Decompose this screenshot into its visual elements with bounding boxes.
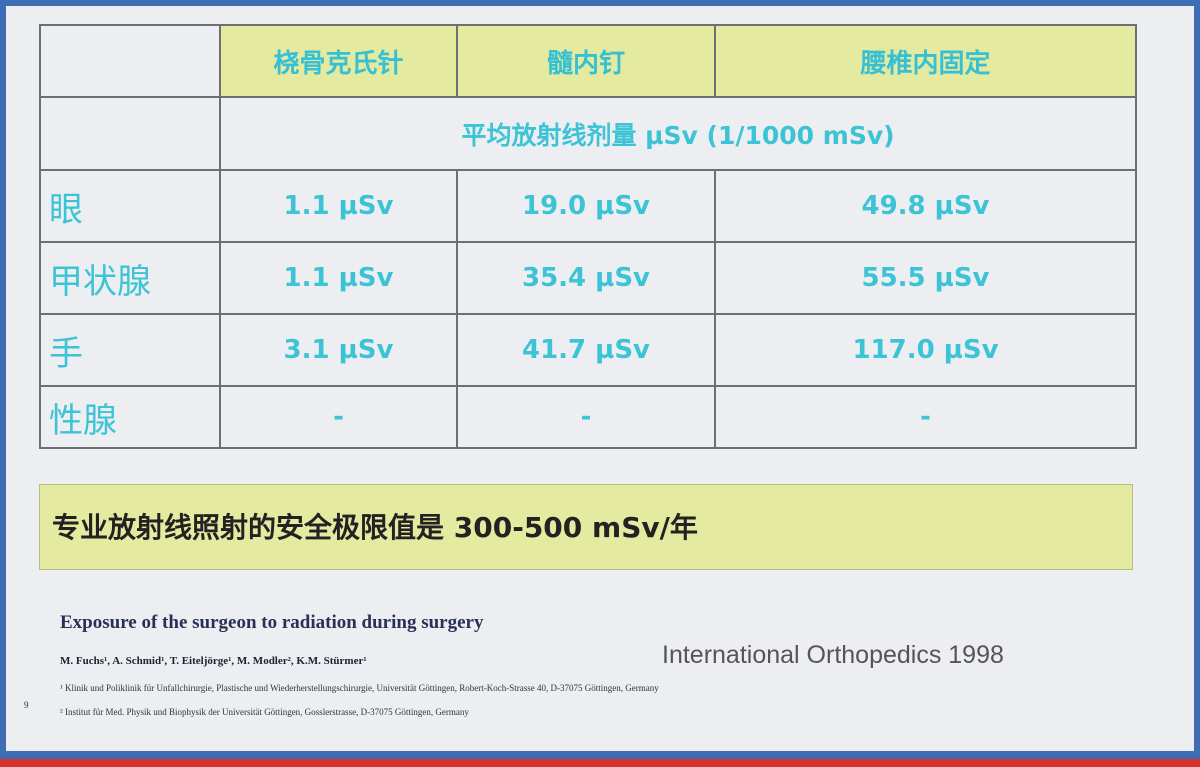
row-label: 性腺 [39, 385, 221, 449]
row-label: 手 [39, 313, 221, 387]
cell: - [714, 385, 1137, 449]
page-number: 9 [24, 700, 29, 710]
cell: 1.1 µSv [219, 241, 458, 315]
affiliation: ² Institut für Med. Physik und Biophysik… [60, 707, 469, 717]
cell: 117.0 µSv [714, 313, 1137, 387]
frame-edge [0, 759, 1200, 767]
corner-cell [39, 24, 221, 98]
cell: - [219, 385, 458, 449]
column-header: 髓内钉 [456, 24, 716, 98]
column-header: 桡骨克氏针 [219, 24, 458, 98]
cell: 3.1 µSv [219, 313, 458, 387]
cell: - [456, 385, 716, 449]
row-label: 眼 [39, 169, 221, 243]
affiliation: ¹ Klinik und Poliklinik für Unfallchirur… [60, 683, 659, 693]
dose-table: 桡骨克氏针 髓内钉 腰椎内固定 平均放射线剂量 µSv (1/1000 mSv)… [39, 24, 1137, 449]
cell: 19.0 µSv [456, 169, 716, 243]
paper-title: Exposure of the surgeon to radiation dur… [60, 612, 484, 633]
cell: 49.8 µSv [714, 169, 1137, 243]
cell: 35.4 µSv [456, 241, 716, 315]
cell: 41.7 µSv [456, 313, 716, 387]
cell: 55.5 µSv [714, 241, 1137, 315]
unit-row: 平均放射线剂量 µSv (1/1000 mSv) [219, 96, 1137, 171]
blank-cell [39, 96, 221, 171]
cell: 1.1 µSv [219, 169, 458, 243]
row-label: 甲状腺 [39, 241, 221, 315]
safety-note: 专业放射线照射的安全极限值是 300-500 mSv/年 [39, 484, 1133, 570]
authors: M. Fuchs¹, A. Schmid¹, T. Eiteljörge¹, M… [60, 655, 367, 667]
column-header: 腰椎内固定 [714, 24, 1137, 98]
journal: International Orthopedics 1998 [662, 641, 1004, 669]
